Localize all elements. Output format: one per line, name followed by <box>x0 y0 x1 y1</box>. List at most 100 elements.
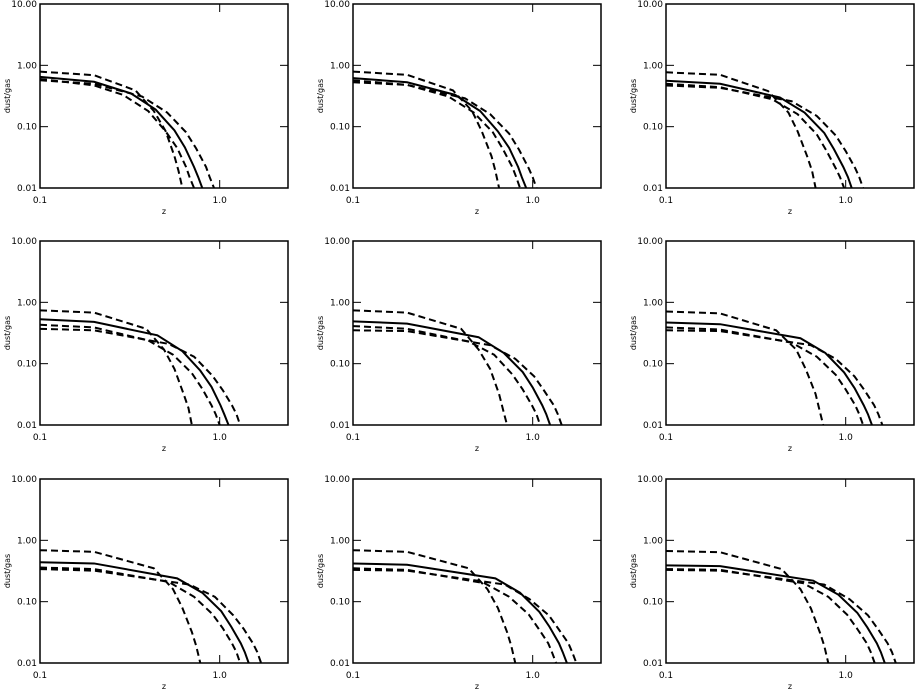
data-line <box>40 79 215 188</box>
y-tick-label: 1.00 <box>17 536 37 546</box>
y-tick-label: 1.00 <box>643 536 663 546</box>
y-tick-label: 0.01 <box>17 421 37 431</box>
x-axis-label: z <box>162 444 166 453</box>
plot-area <box>353 309 563 425</box>
x-axis-label: z <box>162 207 166 216</box>
axes-frame <box>39 3 289 189</box>
x-axis-label: z <box>162 682 166 691</box>
plot-area <box>666 310 884 425</box>
axes-frame <box>352 3 602 189</box>
x-tick-label: 1.0 <box>839 433 854 443</box>
panel: 0.1 1.0 0.01 0.10 1.00 10.00 z dust/gas <box>3 237 289 453</box>
y-axis-label: dust/gas <box>629 316 638 350</box>
y-tick-label: 10.00 <box>324 475 350 485</box>
x-axis-label: z <box>788 444 792 453</box>
data-line <box>40 568 263 663</box>
y-axis-label: dust/gas <box>629 554 638 588</box>
x-axis-label: z <box>475 444 479 453</box>
data-line <box>353 549 517 663</box>
x-tick-label: 1.0 <box>526 196 541 206</box>
y-axis-label: dust/gas <box>316 79 325 113</box>
y-tick-label: 1.00 <box>330 536 350 546</box>
data-line <box>40 323 221 425</box>
data-line <box>353 568 578 663</box>
y-tick-label: 10.00 <box>11 237 37 247</box>
x-tick-label: 0.1 <box>346 433 360 443</box>
axes-frame <box>665 478 915 664</box>
x-tick-label: 0.1 <box>33 671 47 681</box>
plot-area <box>40 549 263 663</box>
y-tick-label: 1.00 <box>643 61 663 71</box>
y-tick-label: 1.00 <box>17 61 37 71</box>
data-line <box>666 564 886 663</box>
data-line <box>40 566 242 663</box>
axes-frame <box>39 240 289 426</box>
axes-frame <box>665 240 915 426</box>
x-tick-label: 0.1 <box>346 671 360 681</box>
y-axis-label: dust/gas <box>316 316 325 350</box>
y-tick-label: 10.00 <box>324 237 350 247</box>
plot-area <box>40 70 215 188</box>
y-tick-label: 0.01 <box>330 184 350 194</box>
x-axis-label: z <box>475 682 479 691</box>
y-tick-label: 1.00 <box>330 298 350 308</box>
x-axis-label: z <box>788 207 792 216</box>
y-tick-label: 0.01 <box>643 659 663 669</box>
data-line <box>353 325 542 425</box>
data-line <box>666 79 853 188</box>
data-line <box>353 70 501 188</box>
data-line <box>353 562 568 663</box>
y-tick-label: 0.01 <box>17 659 37 669</box>
y-tick-label: 1.00 <box>643 298 663 308</box>
x-tick-label: 1.0 <box>213 196 228 206</box>
data-line <box>40 309 193 425</box>
plot-area <box>666 71 865 188</box>
y-tick-label: 0.01 <box>330 659 350 669</box>
x-tick-label: 1.0 <box>839 196 854 206</box>
data-line <box>353 329 563 425</box>
y-tick-label: 0.01 <box>643 184 663 194</box>
data-line <box>40 70 184 188</box>
y-tick-label: 0.10 <box>17 123 37 133</box>
data-line <box>40 327 242 425</box>
x-tick-label: 1.0 <box>213 433 228 443</box>
y-tick-label: 10.00 <box>637 475 663 485</box>
x-tick-label: 0.1 <box>659 196 673 206</box>
data-line <box>40 77 195 188</box>
y-tick-label: 0.10 <box>643 123 663 133</box>
x-tick-label: 1.0 <box>526 433 541 443</box>
data-line <box>666 550 830 663</box>
data-line <box>666 329 884 425</box>
y-tick-label: 0.01 <box>643 421 663 431</box>
x-tick-label: 0.1 <box>346 196 360 206</box>
data-line <box>353 81 538 188</box>
plot-area <box>353 549 578 663</box>
data-line <box>40 549 202 663</box>
data-line <box>40 318 230 425</box>
data-line <box>40 75 204 188</box>
y-tick-label: 10.00 <box>637 237 663 247</box>
x-tick-label: 0.1 <box>659 433 673 443</box>
panel: 0.1 1.0 0.01 0.10 1.00 10.00 z dust/gas <box>629 237 915 453</box>
y-tick-label: 0.10 <box>330 123 350 133</box>
axes-frame <box>352 478 602 664</box>
plot-area <box>353 70 538 188</box>
data-line <box>40 561 250 663</box>
panel: 0.1 1.0 0.01 0.10 1.00 10.00 z dust/gas <box>3 0 289 216</box>
y-axis-label: dust/gas <box>3 554 12 588</box>
axes-frame <box>39 478 289 664</box>
data-line <box>353 567 558 663</box>
panel: 0.1 1.0 0.01 0.10 1.00 10.00 z dust/gas <box>316 0 602 216</box>
data-line <box>666 321 873 425</box>
data-line <box>666 71 817 188</box>
y-tick-label: 0.10 <box>330 598 350 608</box>
y-tick-label: 0.01 <box>17 184 37 194</box>
x-axis-label: z <box>475 207 479 216</box>
data-line <box>666 326 865 425</box>
data-line <box>353 320 552 425</box>
panel: 0.1 1.0 0.01 0.10 1.00 10.00 z dust/gas <box>316 237 602 453</box>
data-line <box>353 77 528 188</box>
x-tick-label: 0.1 <box>33 196 47 206</box>
data-line <box>666 568 897 663</box>
